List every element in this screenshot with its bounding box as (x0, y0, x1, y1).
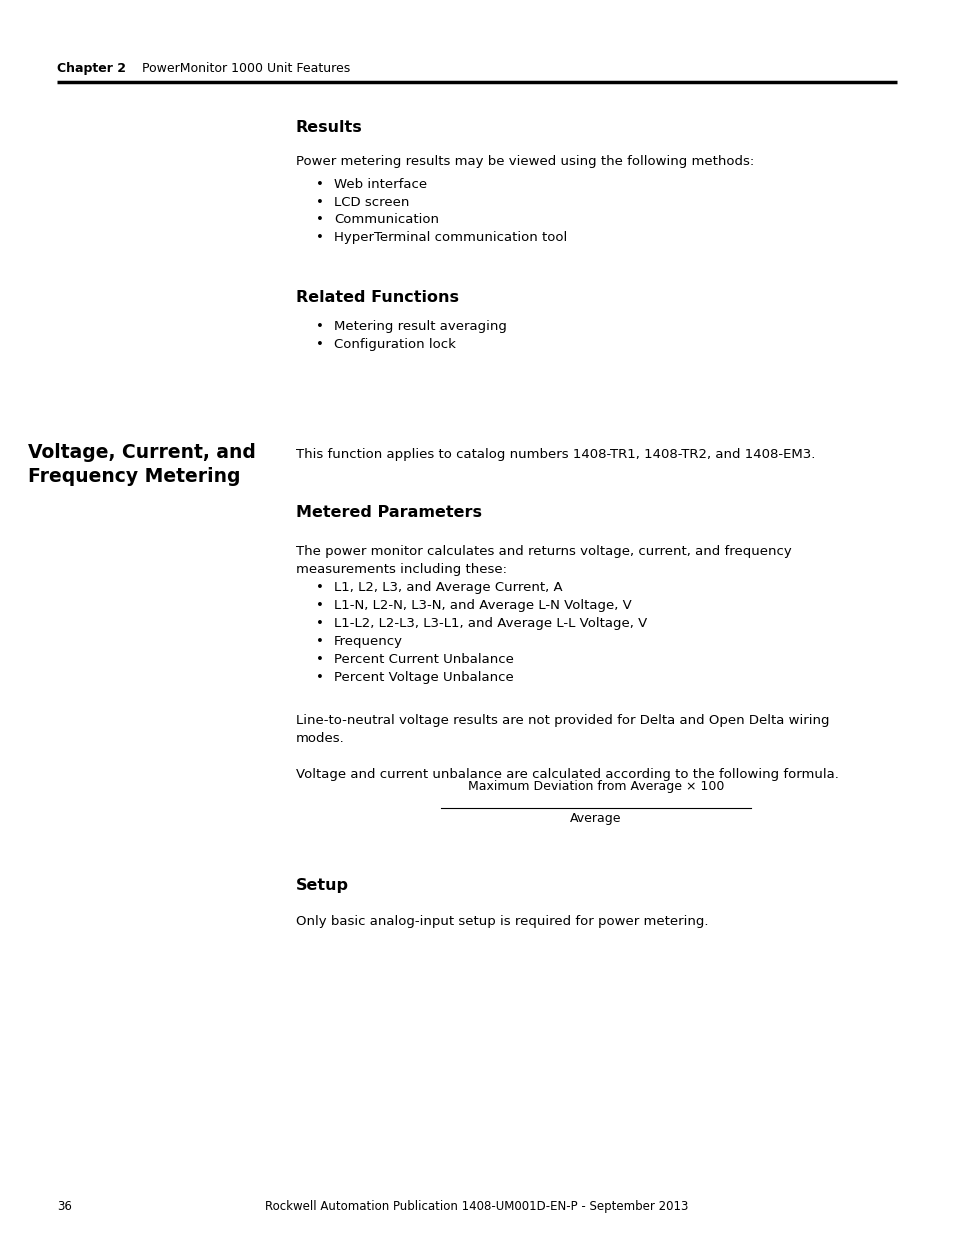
Text: Related Functions: Related Functions (295, 290, 458, 305)
Text: Frequency: Frequency (334, 635, 402, 648)
Text: Average: Average (570, 811, 621, 825)
Text: Metered Parameters: Metered Parameters (295, 505, 481, 520)
Text: •: • (315, 320, 323, 333)
Text: •: • (315, 338, 323, 351)
Text: This function applies to catalog numbers 1408-TR1, 1408-TR2, and 1408-EM3.: This function applies to catalog numbers… (295, 448, 815, 461)
Text: L1-L2, L2-L3, L3-L1, and Average L-L Voltage, V: L1-L2, L2-L3, L3-L1, and Average L-L Vol… (334, 618, 646, 630)
Text: Configuration lock: Configuration lock (334, 338, 456, 351)
Text: •: • (315, 196, 323, 209)
Text: Maximum Deviation from Average × 100: Maximum Deviation from Average × 100 (467, 781, 723, 793)
Text: •: • (315, 635, 323, 648)
Text: measurements including these:: measurements including these: (295, 563, 506, 576)
Text: Communication: Communication (334, 212, 438, 226)
Text: •: • (315, 671, 323, 684)
Text: Rockwell Automation Publication 1408-UM001D-EN-P - September 2013: Rockwell Automation Publication 1408-UM0… (265, 1200, 688, 1213)
Text: L1, L2, L3, and Average Current, A: L1, L2, L3, and Average Current, A (334, 580, 562, 594)
Text: HyperTerminal communication tool: HyperTerminal communication tool (334, 231, 567, 245)
Text: Voltage, Current, and
Frequency Metering: Voltage, Current, and Frequency Metering (28, 443, 255, 487)
Text: Setup: Setup (295, 878, 349, 893)
Text: Percent Voltage Unbalance: Percent Voltage Unbalance (334, 671, 514, 684)
Text: •: • (315, 212, 323, 226)
Text: Chapter 2: Chapter 2 (57, 62, 126, 75)
Text: PowerMonitor 1000 Unit Features: PowerMonitor 1000 Unit Features (142, 62, 350, 75)
Text: Only basic analog-input setup is required for power metering.: Only basic analog-input setup is require… (295, 915, 708, 927)
Text: Web interface: Web interface (334, 178, 427, 191)
Text: •: • (315, 599, 323, 613)
Text: Line-to-neutral voltage results are not provided for Delta and Open Delta wiring: Line-to-neutral voltage results are not … (295, 714, 828, 727)
Text: •: • (315, 580, 323, 594)
Text: 36: 36 (57, 1200, 71, 1213)
Text: •: • (315, 231, 323, 245)
Text: •: • (315, 178, 323, 191)
Text: Percent Current Unbalance: Percent Current Unbalance (334, 653, 514, 666)
Text: Results: Results (295, 120, 362, 135)
Text: modes.: modes. (295, 732, 344, 745)
Text: Metering result averaging: Metering result averaging (334, 320, 506, 333)
Text: LCD screen: LCD screen (334, 196, 409, 209)
Text: •: • (315, 653, 323, 666)
Text: •: • (315, 618, 323, 630)
Text: L1-N, L2-N, L3-N, and Average L-N Voltage, V: L1-N, L2-N, L3-N, and Average L-N Voltag… (334, 599, 631, 613)
Text: The power monitor calculates and returns voltage, current, and frequency: The power monitor calculates and returns… (295, 545, 791, 558)
Text: Voltage and current unbalance are calculated according to the following formula.: Voltage and current unbalance are calcul… (295, 768, 838, 781)
Text: Power metering results may be viewed using the following methods:: Power metering results may be viewed usi… (295, 156, 754, 168)
